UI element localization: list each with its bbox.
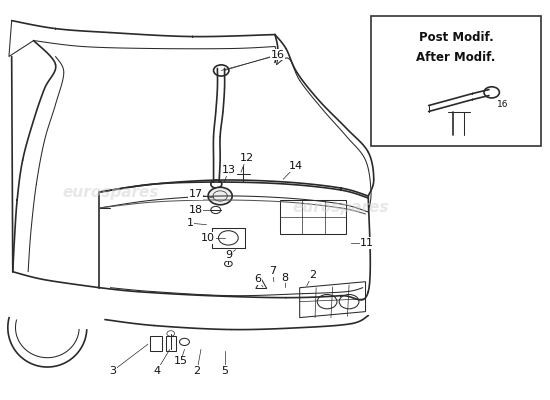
- Text: 11: 11: [360, 238, 374, 248]
- Text: 14: 14: [289, 161, 303, 171]
- Text: Post Modif.: Post Modif.: [419, 31, 493, 44]
- Circle shape: [213, 65, 229, 76]
- Circle shape: [211, 180, 222, 188]
- Bar: [150, 336, 162, 351]
- Bar: [166, 336, 176, 351]
- Text: 2: 2: [194, 366, 201, 376]
- Text: 15: 15: [174, 356, 188, 366]
- Text: 10: 10: [201, 233, 215, 243]
- Text: 16: 16: [497, 100, 509, 109]
- Text: 7: 7: [269, 266, 276, 276]
- Circle shape: [339, 294, 359, 309]
- Circle shape: [218, 231, 238, 245]
- Text: 16: 16: [271, 50, 285, 60]
- Text: 4: 4: [153, 366, 161, 376]
- Text: 9: 9: [225, 250, 232, 260]
- Text: 6: 6: [254, 274, 261, 284]
- Text: 17: 17: [189, 189, 202, 199]
- Text: 5: 5: [221, 366, 228, 376]
- Circle shape: [484, 87, 499, 98]
- Text: 3: 3: [109, 366, 117, 376]
- Circle shape: [208, 187, 232, 205]
- Text: After Modif.: After Modif.: [416, 51, 496, 64]
- Text: 1: 1: [186, 218, 194, 228]
- Circle shape: [317, 294, 337, 309]
- Text: 8: 8: [281, 273, 288, 283]
- Text: eurospares: eurospares: [62, 184, 158, 200]
- Bar: [280, 200, 346, 234]
- Text: 12: 12: [239, 153, 254, 163]
- Bar: [371, 16, 541, 146]
- Text: 13: 13: [221, 165, 235, 175]
- Text: 18: 18: [189, 205, 202, 215]
- Text: 2: 2: [309, 270, 316, 280]
- Text: eurospares: eurospares: [293, 200, 389, 216]
